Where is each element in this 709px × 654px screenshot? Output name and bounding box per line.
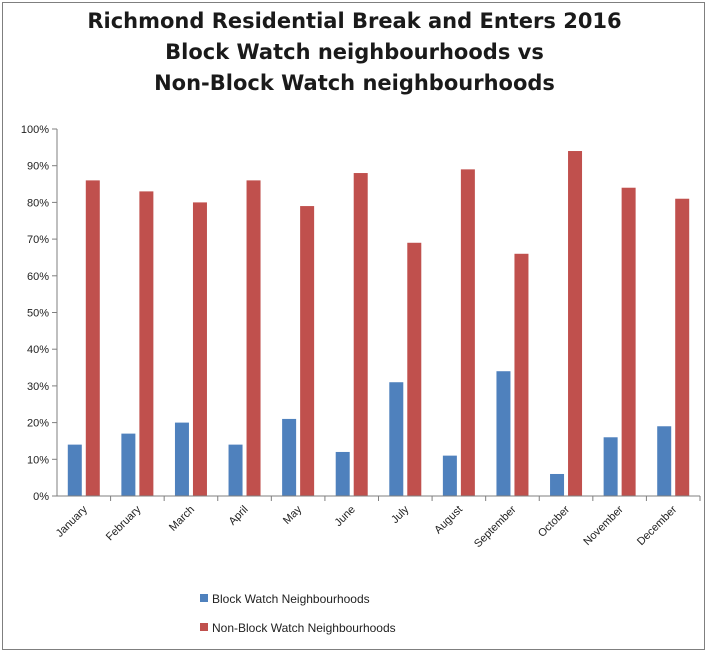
y-tick-label: 40% xyxy=(27,344,49,356)
legend-label: Block Watch Neighbourhoods xyxy=(212,592,370,606)
x-tick-label: October xyxy=(536,503,572,539)
bar-non-block-watch-december xyxy=(675,198,690,497)
bar-non-block-watch-february xyxy=(139,191,154,496)
bar-non-block-watch-june xyxy=(353,173,368,497)
x-tick-label: December xyxy=(635,503,680,548)
y-tick-label: 70% xyxy=(27,234,49,246)
bar-block-watch-june xyxy=(335,451,350,496)
x-axis: January February March April May June July Augu… xyxy=(54,495,701,550)
bar-non-block-watch-october xyxy=(568,151,583,496)
bar-block-watch-march xyxy=(174,422,189,496)
bar-non-block-watch-may xyxy=(300,206,315,496)
x-tick-label: April xyxy=(227,504,251,528)
bars xyxy=(67,151,690,497)
bar-non-block-watch-march xyxy=(192,202,207,496)
bar-non-block-watch-april xyxy=(246,180,261,496)
y-tick-label: 50% xyxy=(27,308,49,320)
x-tick-label: September xyxy=(472,503,519,550)
y-tick-label: 100% xyxy=(21,124,49,136)
y-tick-label: 30% xyxy=(27,381,49,393)
bar-block-watch-august xyxy=(442,455,457,496)
chart-title-line-2: Block Watch neighbourhoods vs xyxy=(165,40,544,64)
y-tick-label: 0% xyxy=(33,491,49,503)
bar-block-watch-october xyxy=(550,473,565,496)
x-tick-label: February xyxy=(104,503,144,543)
x-tick-label: August xyxy=(432,504,465,537)
legend-label: Non-Block Watch Neighbourhoods xyxy=(212,621,396,635)
legend-swatch xyxy=(200,623,208,631)
bar-block-watch-july xyxy=(389,382,404,496)
x-tick-label: May xyxy=(281,503,305,527)
bar-block-watch-november xyxy=(603,437,618,496)
x-tick-label: March xyxy=(167,504,197,534)
bar-block-watch-april xyxy=(228,444,243,496)
bar-non-block-watch-september xyxy=(514,253,529,496)
bar-non-block-watch-november xyxy=(621,187,636,496)
y-tick-label: 60% xyxy=(27,271,49,283)
bar-non-block-watch-july xyxy=(407,242,422,496)
y-tick-label: 10% xyxy=(27,454,49,466)
bar-non-block-watch-august xyxy=(460,169,475,496)
bar-non-block-watch-january xyxy=(85,180,100,496)
chart-title-line-3: Non-Block Watch neighbourhoods xyxy=(154,71,555,95)
x-tick-label: June xyxy=(332,504,357,529)
bar-block-watch-january xyxy=(67,444,82,496)
y-tick-label: 80% xyxy=(27,197,49,209)
y-tick-label: 20% xyxy=(27,418,49,430)
bar-block-watch-december xyxy=(657,426,672,496)
chart-title: Richmond Residential Break and Enters 20… xyxy=(0,6,709,99)
legend-swatch xyxy=(200,594,208,602)
x-tick-label: July xyxy=(389,503,412,526)
bar-block-watch-february xyxy=(121,433,136,496)
chart-title-line-1: Richmond Residential Break and Enters 20… xyxy=(87,9,622,33)
x-tick-label: November xyxy=(581,503,626,548)
x-tick-label: January xyxy=(54,503,91,540)
y-tick-label: 90% xyxy=(27,161,49,173)
bar-block-watch-september xyxy=(496,371,511,496)
legend: Block Watch Neighbourhoods Non-Block Watc… xyxy=(200,592,396,635)
y-axis: 0% 10% 20% 30% 40% 50% 60% 70% 80% 90% 100% xyxy=(21,124,58,503)
bar-block-watch-may xyxy=(282,418,297,496)
